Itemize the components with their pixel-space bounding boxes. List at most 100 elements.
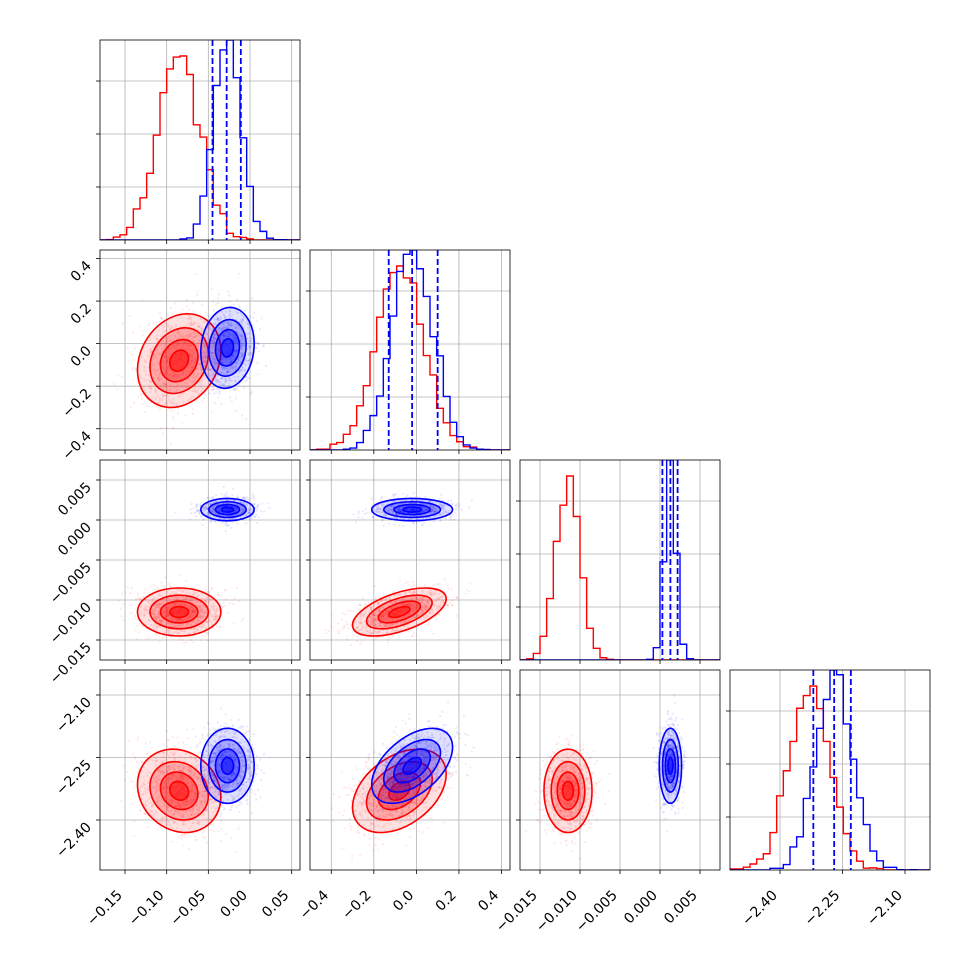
scatter-point [209,354,212,357]
scatter-point [214,376,217,379]
scatter-point [191,609,194,612]
scatter-point [221,327,224,330]
scatter-point [240,345,243,348]
scatter-point [230,361,233,364]
scatter-point [406,581,409,584]
scatter-point [432,584,435,587]
scatter-point [142,386,145,389]
scatter-point [180,613,183,616]
scatter-point [225,351,228,354]
scatter-point [178,596,181,599]
scatter-point [217,340,221,343]
scatter-point [223,346,226,349]
scatter-point [180,364,183,368]
scatter-point [240,369,243,372]
scatter-point [216,503,219,506]
scatter-point [225,380,228,383]
scatter-point [191,332,195,335]
scatter-point [233,365,236,368]
scatter-point [245,514,248,517]
scatter-point [202,509,206,512]
scatter-point [211,501,215,504]
scatter-point [233,350,236,353]
scatter-point [189,615,192,618]
scatter-point [178,602,181,605]
scatter-point [213,608,216,611]
scatter-point [196,372,199,375]
scatter-point [203,359,206,362]
scatter-point [178,617,181,621]
blue-contour [214,328,241,367]
scatter-point [181,623,184,626]
scatter-point [156,338,159,341]
scatter-point [194,335,198,338]
scatter-point [240,353,243,356]
scatter-point [223,507,226,511]
scatter-point [144,588,147,591]
scatter-point [175,624,179,627]
scatter-point [242,502,245,505]
scatter-point [179,363,182,366]
scatter-point [210,342,213,345]
scatter-point [227,334,230,337]
scatter-point [175,608,179,611]
scatter-point [171,365,175,368]
scatter-point [212,496,215,499]
scatter-point [133,347,136,350]
scatter-point [236,361,239,364]
scatter-point [178,609,182,612]
scatter-point [223,357,226,361]
scatter-point [242,509,245,512]
scatter-point [190,622,193,626]
scatter-point [247,353,250,356]
scatter-point [169,585,172,588]
scatter-point [228,508,231,511]
scatter-point [219,388,222,391]
scatter-point [214,362,218,365]
scatter-point [155,374,158,377]
scatter-point [241,508,244,511]
scatter-point [216,379,220,382]
scatter-point [260,317,263,320]
scatter-point [242,617,245,620]
scatter-point [211,346,214,349]
scatter-point [248,359,251,362]
scatter-point [212,309,215,312]
scatter-point [174,302,177,305]
scatter-point [213,360,216,363]
scatter-point [197,509,201,512]
scatter-point [177,619,180,623]
scatter-point [172,346,176,349]
scatter-point [241,505,244,508]
scatter-point [184,597,187,600]
scatter-point [153,353,156,356]
scatter-point [197,355,200,358]
scatter-point [136,597,139,600]
scatter-point [152,625,155,628]
scatter-point [232,353,235,356]
scatter-point [232,357,235,360]
scatter-point [213,321,217,325]
scatter-point [175,619,179,622]
scatter-point [191,301,194,304]
scatter-point [200,611,203,614]
scatter-point [171,363,174,366]
scatter-point [228,358,231,361]
scatter-point [174,334,177,338]
scatter-point [193,361,196,364]
scatter-point [209,521,212,524]
scatter-point [202,623,205,626]
scatter-point [170,611,174,614]
scatter-point [206,496,209,500]
red-histogram [100,55,300,240]
scatter-point [191,366,194,369]
scatter-point [155,358,159,361]
scatter-point [198,614,201,617]
scatter-point [224,343,227,346]
scatter-point [224,327,227,330]
red-contour [159,600,199,624]
scatter-point [136,592,139,595]
scatter-point [211,411,214,414]
scatter-point [173,345,176,349]
scatter-point [143,367,146,370]
